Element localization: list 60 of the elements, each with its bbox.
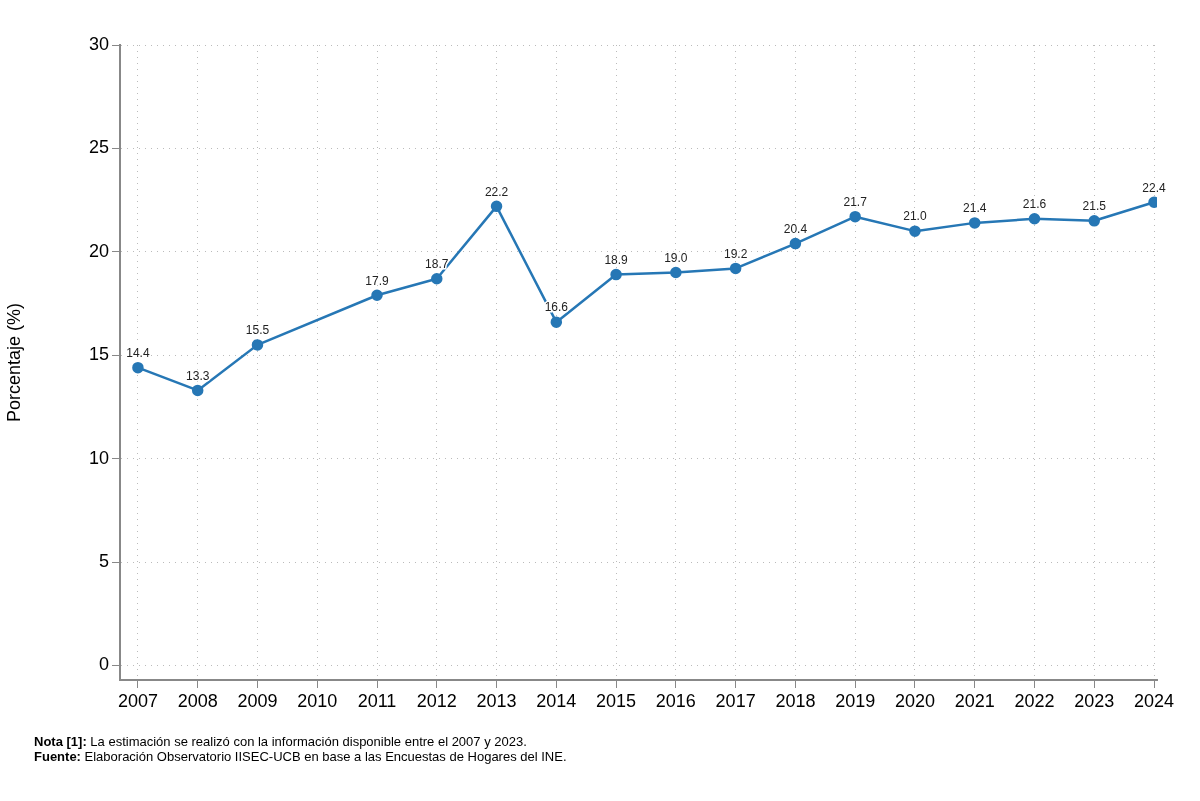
x-tick-label: 2009	[237, 690, 278, 711]
x-tick-label: 2019	[835, 690, 876, 711]
data-label: 22.2	[484, 184, 509, 199]
data-label: 21.7	[843, 194, 868, 209]
data-label: 22.4	[1142, 180, 1167, 195]
x-tick-label: 2021	[954, 690, 995, 711]
point	[729, 262, 742, 275]
point	[371, 289, 383, 302]
data-label: 21.5	[1082, 199, 1107, 214]
x-tick-label: 2008	[177, 690, 218, 711]
x-tick-label: 2018	[775, 690, 816, 711]
y-tick-label: 25	[88, 137, 109, 158]
point	[670, 266, 682, 279]
point	[968, 217, 981, 229]
point	[191, 384, 204, 397]
y-tick-label: 10	[88, 447, 109, 468]
y-tick-label: 5	[98, 551, 109, 572]
data-label: 19.2	[723, 246, 748, 261]
x-tick-label: 2023	[1074, 690, 1115, 711]
x-tick-label: 2016	[655, 690, 696, 711]
point	[132, 361, 144, 374]
data-label: 14.4	[126, 345, 150, 360]
x-tick-label: 2020	[894, 690, 935, 711]
point	[1088, 215, 1100, 227]
x-tick-label: 2015	[596, 690, 637, 711]
point	[1028, 213, 1041, 225]
y-tick-label: 20	[88, 240, 109, 261]
data-label: 20.4	[783, 221, 808, 236]
x-tick-label: 2013	[476, 690, 517, 711]
y-axis-title: Porcentaje (%)	[3, 302, 24, 423]
point	[550, 316, 563, 328]
point	[789, 237, 802, 250]
x-tick-label: 2011	[357, 690, 397, 711]
x-tick-label: 2022	[1014, 690, 1055, 711]
x-tick-label: 2010	[297, 690, 338, 711]
data-label: 17.9	[365, 273, 390, 288]
point	[909, 225, 921, 237]
data-label: 21.4	[963, 201, 987, 216]
data-label: 18.9	[604, 252, 629, 267]
point	[849, 210, 861, 223]
y-tick-label: 0	[98, 654, 109, 675]
y-tick-label: 30	[88, 33, 109, 54]
x-tick-label: 2007	[117, 690, 158, 711]
source-note: Fuente: Elaboración Observatorio IISEC-UCB en base a las Encuestas de Hogares del INE.	[34, 749, 567, 764]
point	[251, 339, 264, 351]
text: Nota [1]: La estimación se realizó con la información disponible entre el 2007 y 2023.	[34, 734, 528, 749]
x-tick-label: 2024	[1133, 690, 1175, 711]
point	[610, 268, 622, 281]
data-label: 18.7	[425, 257, 449, 272]
x-tick-label: 2014	[536, 690, 577, 711]
x-tick-label: 2012	[416, 690, 457, 711]
data-label: 13.3	[186, 368, 210, 383]
data-label: 21.6	[1022, 197, 1047, 212]
data-label: 21.0	[903, 209, 927, 224]
point	[490, 200, 503, 213]
data-label: 15.5	[245, 323, 270, 338]
y-tick-label: 15	[88, 344, 109, 365]
data-label: 19.0	[664, 250, 688, 265]
x-tick-label: 2017	[715, 690, 756, 711]
point	[431, 272, 443, 285]
